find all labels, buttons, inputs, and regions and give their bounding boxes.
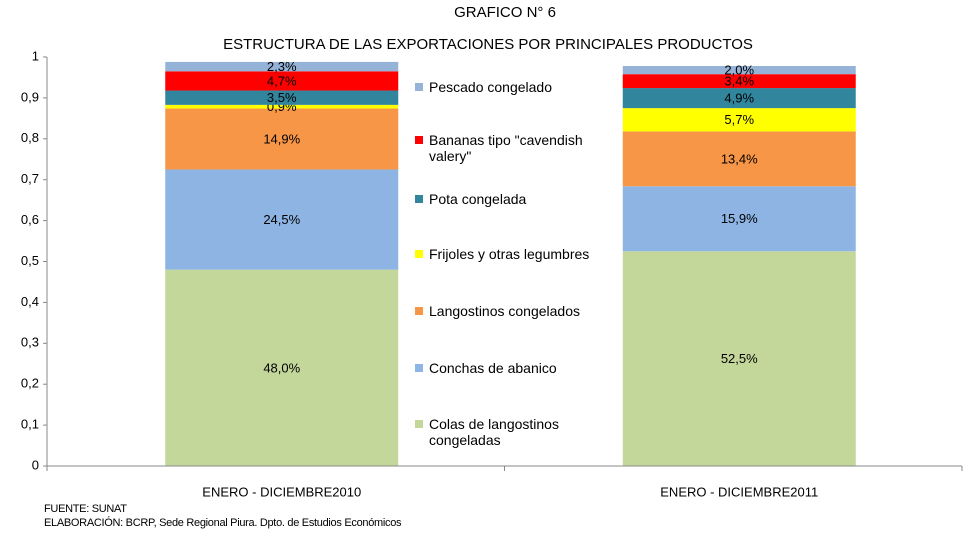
data-label: 4,7% xyxy=(267,73,297,88)
data-label: 24,5% xyxy=(263,212,300,227)
legend-item: Conchas de abanico xyxy=(415,360,600,376)
y-tick-label: 0,5 xyxy=(21,253,39,268)
y-tick-label: 0 xyxy=(32,457,39,472)
chart-subtitle: ESTRUCTURA DE LAS EXPORTACIONES POR PRIN… xyxy=(223,36,753,53)
y-tick-label: 1 xyxy=(32,48,39,63)
legend-label: Conchas de abanico xyxy=(429,360,557,376)
y-tick-label: 0,2 xyxy=(21,376,39,391)
bar-segment xyxy=(165,108,399,170)
legend-label: Pescado congelado xyxy=(429,79,552,95)
legend-swatch xyxy=(415,250,423,258)
legend-item: Pota congelada xyxy=(415,191,600,207)
legend-swatch xyxy=(415,195,423,203)
bar-segment xyxy=(622,65,856,75)
source: FUENTE: SUNAT xyxy=(44,503,127,515)
data-label: 13,4% xyxy=(721,151,758,166)
legend-label: Frijoles y otras legumbres xyxy=(429,246,590,262)
legend-item: Langostinos congelados xyxy=(415,303,600,319)
legend-swatch xyxy=(415,364,423,372)
data-label: 48,0% xyxy=(263,360,300,375)
data-label: 15,9% xyxy=(721,211,758,226)
bar-segment xyxy=(165,61,399,72)
y-tick-label: 0,3 xyxy=(21,335,39,350)
chart-title: GRAFICO N° 6 xyxy=(454,4,556,21)
legend-swatch xyxy=(415,307,423,315)
data-label: 3,5% xyxy=(267,90,297,105)
bar-segment xyxy=(165,104,399,109)
legend-item: Frijoles y otras legumbres xyxy=(415,246,600,262)
note: ELABORACIÓN: BCRP, Sede Regional Piura. … xyxy=(44,517,402,529)
legend-label: Langostinos congelados xyxy=(429,303,581,319)
bar-segment xyxy=(622,131,856,187)
bar-segment xyxy=(622,251,856,466)
y-tick-label: 0,7 xyxy=(21,171,39,186)
legend-swatch xyxy=(415,136,423,144)
legend-swatch xyxy=(415,83,423,91)
y-tick-label: 0,8 xyxy=(21,130,39,145)
bar-segment xyxy=(622,186,856,252)
data-label: 4,9% xyxy=(724,91,754,106)
legend-label: Colas de langostinos congeladas xyxy=(429,416,559,448)
legend-item: Pescado congelado xyxy=(415,79,600,95)
legend-label: Pota congelada xyxy=(429,191,527,207)
legend-swatch xyxy=(415,420,423,428)
bar-segment xyxy=(165,169,399,270)
legend-item: Colas de langostinos congeladas xyxy=(415,416,600,448)
y-tick-label: 0,9 xyxy=(21,89,39,104)
y-tick-label: 0,1 xyxy=(21,417,39,432)
y-tick-label: 0,4 xyxy=(21,294,39,309)
legend-item: Bananas tipo "cavendish valery" xyxy=(415,132,600,164)
data-label: 2,3% xyxy=(267,59,297,74)
bar-segment xyxy=(622,108,856,132)
data-label: 3,4% xyxy=(724,74,754,89)
bar-segment xyxy=(622,74,856,89)
data-label: 52,5% xyxy=(721,351,758,366)
legend-label: Bananas tipo "cavendish valery" xyxy=(429,132,583,164)
y-tick-label: 0,6 xyxy=(21,212,39,227)
bar-segment xyxy=(165,90,399,105)
data-label: 14,9% xyxy=(263,131,300,146)
x-tick-label: ENERO - DICIEMBRE2010 xyxy=(202,484,361,499)
bar-segment xyxy=(165,71,399,91)
bar-segment xyxy=(165,269,399,466)
bar-segment xyxy=(622,88,856,109)
data-label: 2,0% xyxy=(724,63,754,78)
data-label: 5,7% xyxy=(724,112,754,127)
x-tick-label: ENERO - DICIEMBRE2011 xyxy=(660,484,818,499)
